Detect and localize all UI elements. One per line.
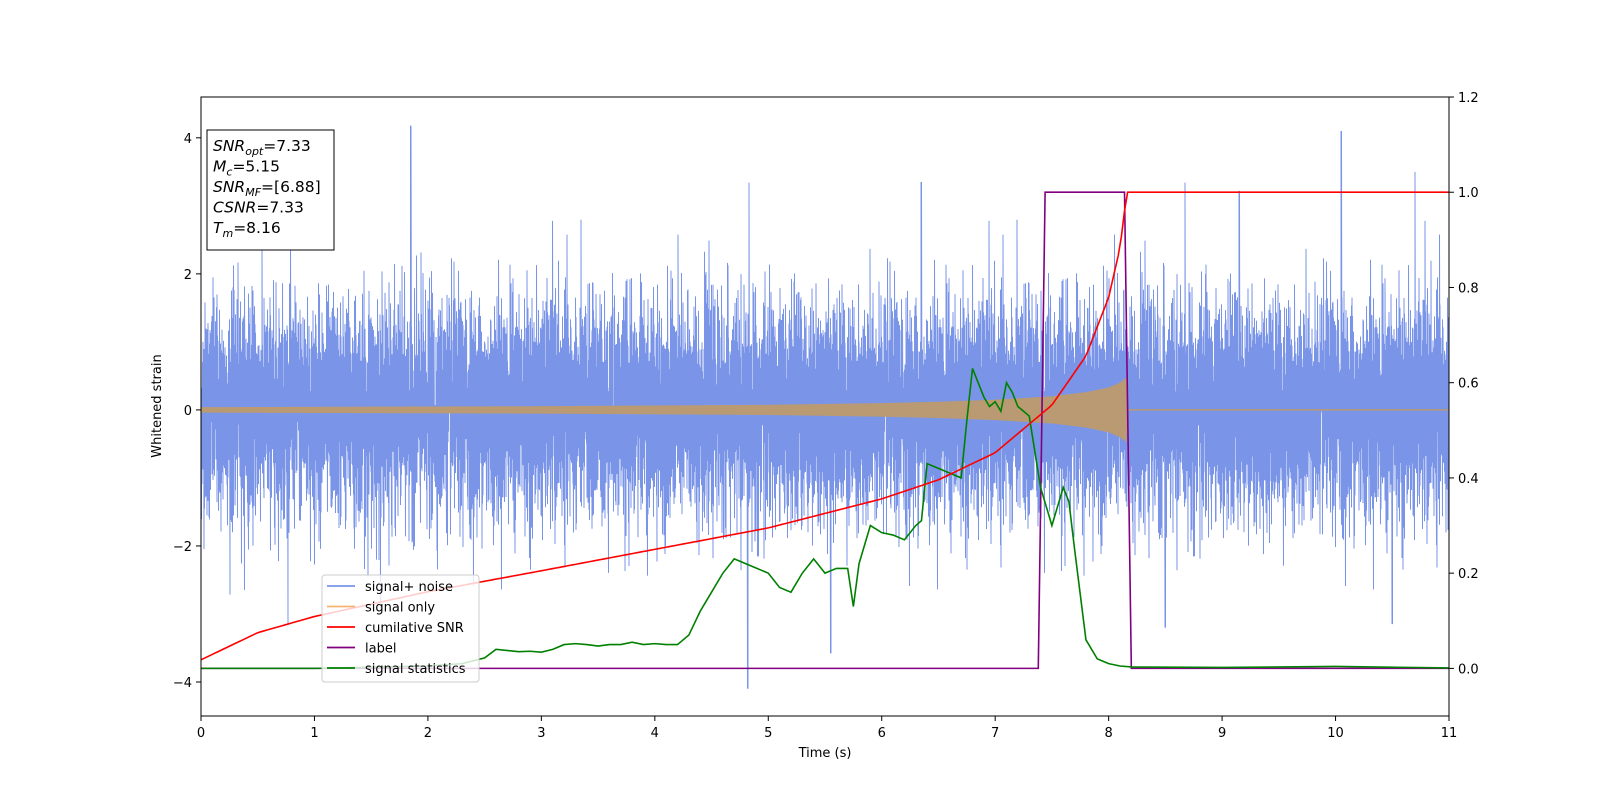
y2-tick-label: 0.4 — [1458, 472, 1479, 487]
x-tick-label: 2 — [424, 726, 432, 741]
legend-label-signal-only: signal only — [365, 601, 435, 616]
stats-box-line: CSNR=7.33 — [213, 199, 304, 217]
legend-label-label: label — [365, 642, 396, 657]
x-axis-label: Time (s) — [798, 746, 852, 761]
legend-label-cumilative-snr: cumilative SNR — [365, 621, 464, 636]
y-tick-label: 2 — [184, 268, 192, 283]
y2-tick-label: 0.2 — [1458, 567, 1479, 582]
x-tick-label: 6 — [878, 726, 886, 741]
series-area-signal-only — [201, 377, 1128, 443]
legend: signal+ noise signal only cumilative SNR la… — [321, 574, 480, 683]
y-axis-label: Whitened strain — [150, 354, 165, 457]
y2-tick-label: 1.0 — [1458, 186, 1479, 201]
x-tick-label: 3 — [537, 726, 545, 741]
x-tick-label: 5 — [764, 726, 772, 741]
y2-tick-label: 0.6 — [1458, 377, 1479, 392]
x-tick-label: 9 — [1218, 726, 1226, 741]
x-tick-label: 8 — [1104, 726, 1112, 741]
stats-box-line: SNRopt=7.33 — [213, 137, 311, 158]
series-line-signal-noise — [201, 125, 1449, 689]
x-tick-label: 7 — [991, 726, 999, 741]
plot-frame — [200, 96, 1450, 717]
y2-tick-label: 0.8 — [1458, 281, 1479, 296]
stats-box-line: Tm=8.16 — [213, 219, 281, 240]
series-line-signal-statistics — [201, 368, 1449, 670]
x-tick-label: 0 — [197, 726, 205, 741]
y-tick-label: 4 — [184, 132, 192, 147]
y2-tick-label: 1.2 — [1458, 91, 1479, 106]
stats-box-line: Mc=5.15 — [213, 158, 280, 179]
x-tick-label: 10 — [1327, 726, 1344, 741]
axes: 0 1 2 3 4 5 6 7 8 9 10 11 −4 −2 0 2 4 0.0 0.2 0.4 0.6 0.8 1.0 1… — [173, 91, 1479, 741]
stats-box-frame — [206, 129, 335, 251]
y-tick-label: 0 — [184, 404, 192, 419]
y2-tick-label: 0.0 — [1458, 662, 1479, 677]
y-tick-label: −4 — [173, 676, 192, 691]
x-tick-label: 4 — [651, 726, 659, 741]
legend-label-signal-statistics: signal statistics — [365, 662, 466, 677]
legend-label-signal-noise: signal+ noise — [365, 580, 453, 595]
series-line-label — [201, 191, 1449, 670]
x-tick-label: 1 — [310, 726, 318, 741]
x-tick-label: 11 — [1441, 726, 1458, 741]
y-tick-label: −2 — [173, 540, 192, 555]
legend-frame — [321, 574, 480, 683]
stats-box-line: SNRMF=[6.88] — [213, 178, 321, 199]
